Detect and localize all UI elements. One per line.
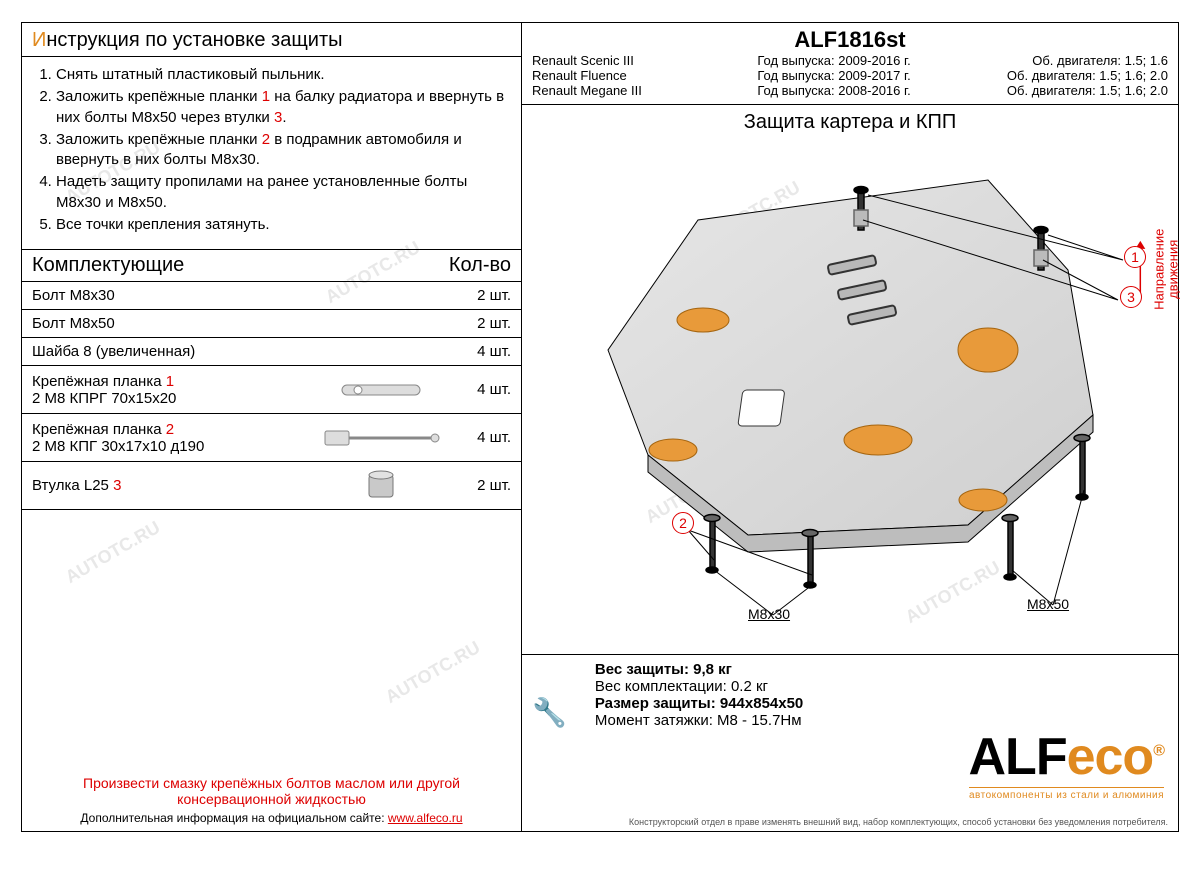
brand-eco: eco (1067, 728, 1154, 786)
brand-logo: ALFeco® автокомпоненты из стали и алюмин… (969, 727, 1165, 801)
vehicle-engine: Об. двигателя: 1.5; 1.6 (983, 53, 1168, 68)
instructions-title: Инструкция по установке защиты (22, 23, 521, 57)
component-row: Втулка L25 3 2 шт. (22, 462, 521, 510)
vehicle-engines: Об. двигателя: 1.5; 1.6Об. двигателя: 1.… (983, 53, 1168, 98)
component-row: Крепёжная планка 22 М8 КПГ 30х17х10 д190… (22, 414, 521, 462)
instruction-step: Снять штатный пластиковый пыльник. (56, 65, 509, 85)
instruction-step: Заложить крепёжные планки 2 в подрамник … (56, 130, 509, 171)
skid-plate-svg (528, 140, 1168, 640)
specifications: 🔧 Вес защиты: 9,8 кг Вес комплектации: 0… (522, 654, 1178, 735)
instruction-step: Заложить крепёжные планки 1 на балку рад… (56, 87, 509, 128)
instructions-list: Снять штатный пластиковый пыльник.Заложи… (22, 57, 521, 249)
component-name: Шайба 8 (увеличенная) (32, 343, 311, 360)
callout-2: 2 (672, 512, 694, 534)
footer-note: Произвести смазку крепёжных болтов масло… (22, 767, 521, 831)
components-header: Комплектующие Кол-во (22, 249, 521, 282)
title-first-letter: И (32, 29, 46, 51)
vehicle-year: Год выпуска: 2009-2017 г. (757, 68, 942, 83)
wrench-icon: 🔧 (532, 696, 567, 729)
component-qty: 4 шт. (451, 343, 511, 360)
brand-alf: ALF (969, 728, 1067, 786)
component-qty: 2 шт. (451, 477, 511, 494)
title-rest: нструкция по установке защиты (46, 29, 342, 51)
vehicle-year: Год выпуска: 2009-2016 г. (757, 53, 942, 68)
component-icon (311, 379, 451, 401)
spec-weight-kit: Вес комплектации: 0.2 кг (595, 678, 1168, 695)
vehicle-engine: Об. двигателя: 1.5; 1.6; 2.0 (983, 83, 1168, 98)
page-frame: Инструкция по установке защиты Снять шта… (21, 22, 1179, 832)
component-name: Болт М8х30 (32, 287, 311, 304)
callout-3: 3 (1120, 286, 1142, 308)
spec-list: Вес защиты: 9,8 кг Вес комплектации: 0.2… (595, 661, 1168, 729)
right-panel: ALF1816st Renault Scenic IIIRenault Flue… (522, 23, 1178, 831)
brand-reg: ® (1153, 743, 1164, 760)
vehicle-engine: Об. двигателя: 1.5; 1.6; 2.0 (983, 68, 1168, 83)
component-name: Крепёжная планка 12 М8 КПРГ 70х15х20 (32, 373, 311, 407)
component-row: Болт М8х30 2 шт. (22, 282, 521, 310)
callout-1: 1 (1124, 246, 1146, 268)
instruction-step: Надеть защиту пропилами на ранее установ… (56, 172, 509, 213)
vehicle-model: Renault Fluence (532, 68, 717, 83)
component-row: Болт М8х50 2 шт. (22, 310, 521, 338)
component-qty: 4 шт. (451, 381, 511, 398)
drawing-title: Защита картера и КПП (522, 105, 1178, 134)
spec-weight-protection: Вес защиты: 9,8 кг (595, 661, 1168, 678)
site-link[interactable]: www.alfeco.ru (388, 811, 463, 825)
vehicle-model: Renault Megane III (532, 83, 717, 98)
component-qty: 2 шт. (451, 287, 511, 304)
component-name: Болт М8х50 (32, 315, 311, 332)
vehicle-years: Год выпуска: 2009-2016 г.Год выпуска: 20… (757, 53, 942, 98)
component-icon (311, 469, 451, 503)
bolt-label-m8x30: М8х30 (748, 606, 790, 622)
component-name: Втулка L25 3 (32, 477, 311, 494)
spec-dimensions: Размер защиты: 944х854х50 (595, 695, 1168, 712)
lubrication-warning: Произвести смазку крепёжных болтов масло… (42, 775, 501, 807)
vehicle-year: Год выпуска: 2008-2016 г. (757, 83, 942, 98)
component-icon (311, 427, 451, 449)
bolt-label-m8x50: М8х50 (1027, 596, 1069, 612)
brand-tagline: автокомпоненты из стали и алюминия (969, 787, 1165, 801)
site-line: Дополнительная информация на официальном… (42, 811, 501, 825)
legal-disclaimer: Конструкторский отдел в праве изменять в… (629, 817, 1168, 827)
component-qty: 4 шт. (451, 429, 511, 446)
site-prefix: Дополнительная информация на официальном… (80, 811, 387, 825)
product-code: ALF1816st (532, 27, 1168, 53)
component-row: Крепёжная планка 12 М8 КПРГ 70х15х20 4 шт… (22, 366, 521, 414)
vehicle-compatibility: Renault Scenic IIIRenault FluenceRenault… (532, 53, 1168, 98)
component-qty: 2 шт. (451, 315, 511, 332)
vehicle-model: Renault Scenic III (532, 53, 717, 68)
component-name: Крепёжная планка 22 М8 КПГ 30х17х10 д190 (32, 421, 311, 455)
vehicle-models: Renault Scenic IIIRenault FluenceRenault… (532, 53, 717, 98)
components-table: Болт М8х30 2 шт. Болт М8х50 2 шт. Шайба 8 (у… (22, 282, 521, 510)
instruction-step: Все точки крепления затянуть. (56, 215, 509, 235)
technical-drawing: Направление движения (522, 134, 1178, 654)
components-label: Комплектующие (32, 254, 184, 277)
component-row: Шайба 8 (увеличенная) 4 шт. (22, 338, 521, 366)
left-panel: Инструкция по установке защиты Снять шта… (22, 23, 522, 831)
product-header: ALF1816st Renault Scenic IIIRenault Flue… (522, 23, 1178, 105)
qty-label: Кол-во (449, 254, 511, 277)
